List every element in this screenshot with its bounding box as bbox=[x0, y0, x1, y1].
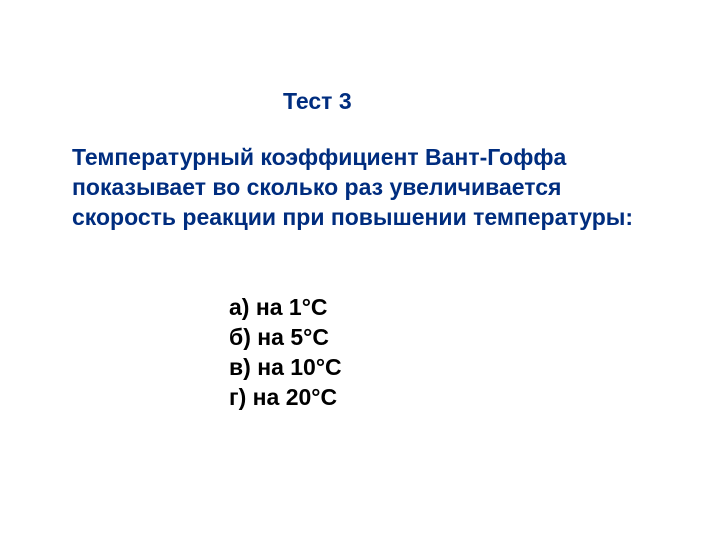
option-d: г) на 20°С bbox=[229, 383, 342, 413]
question-text: Температурный коэффициент Вант-Гоффа пок… bbox=[72, 143, 652, 233]
option-c: в) на 10°С bbox=[229, 353, 342, 383]
options-block: а) на 1°С б) на 5°С в) на 10°С г) на 20°… bbox=[229, 293, 342, 413]
option-b: б) на 5°С bbox=[229, 323, 342, 353]
option-a: а) на 1°С bbox=[229, 293, 342, 323]
test-title: Тест 3 bbox=[283, 88, 352, 115]
